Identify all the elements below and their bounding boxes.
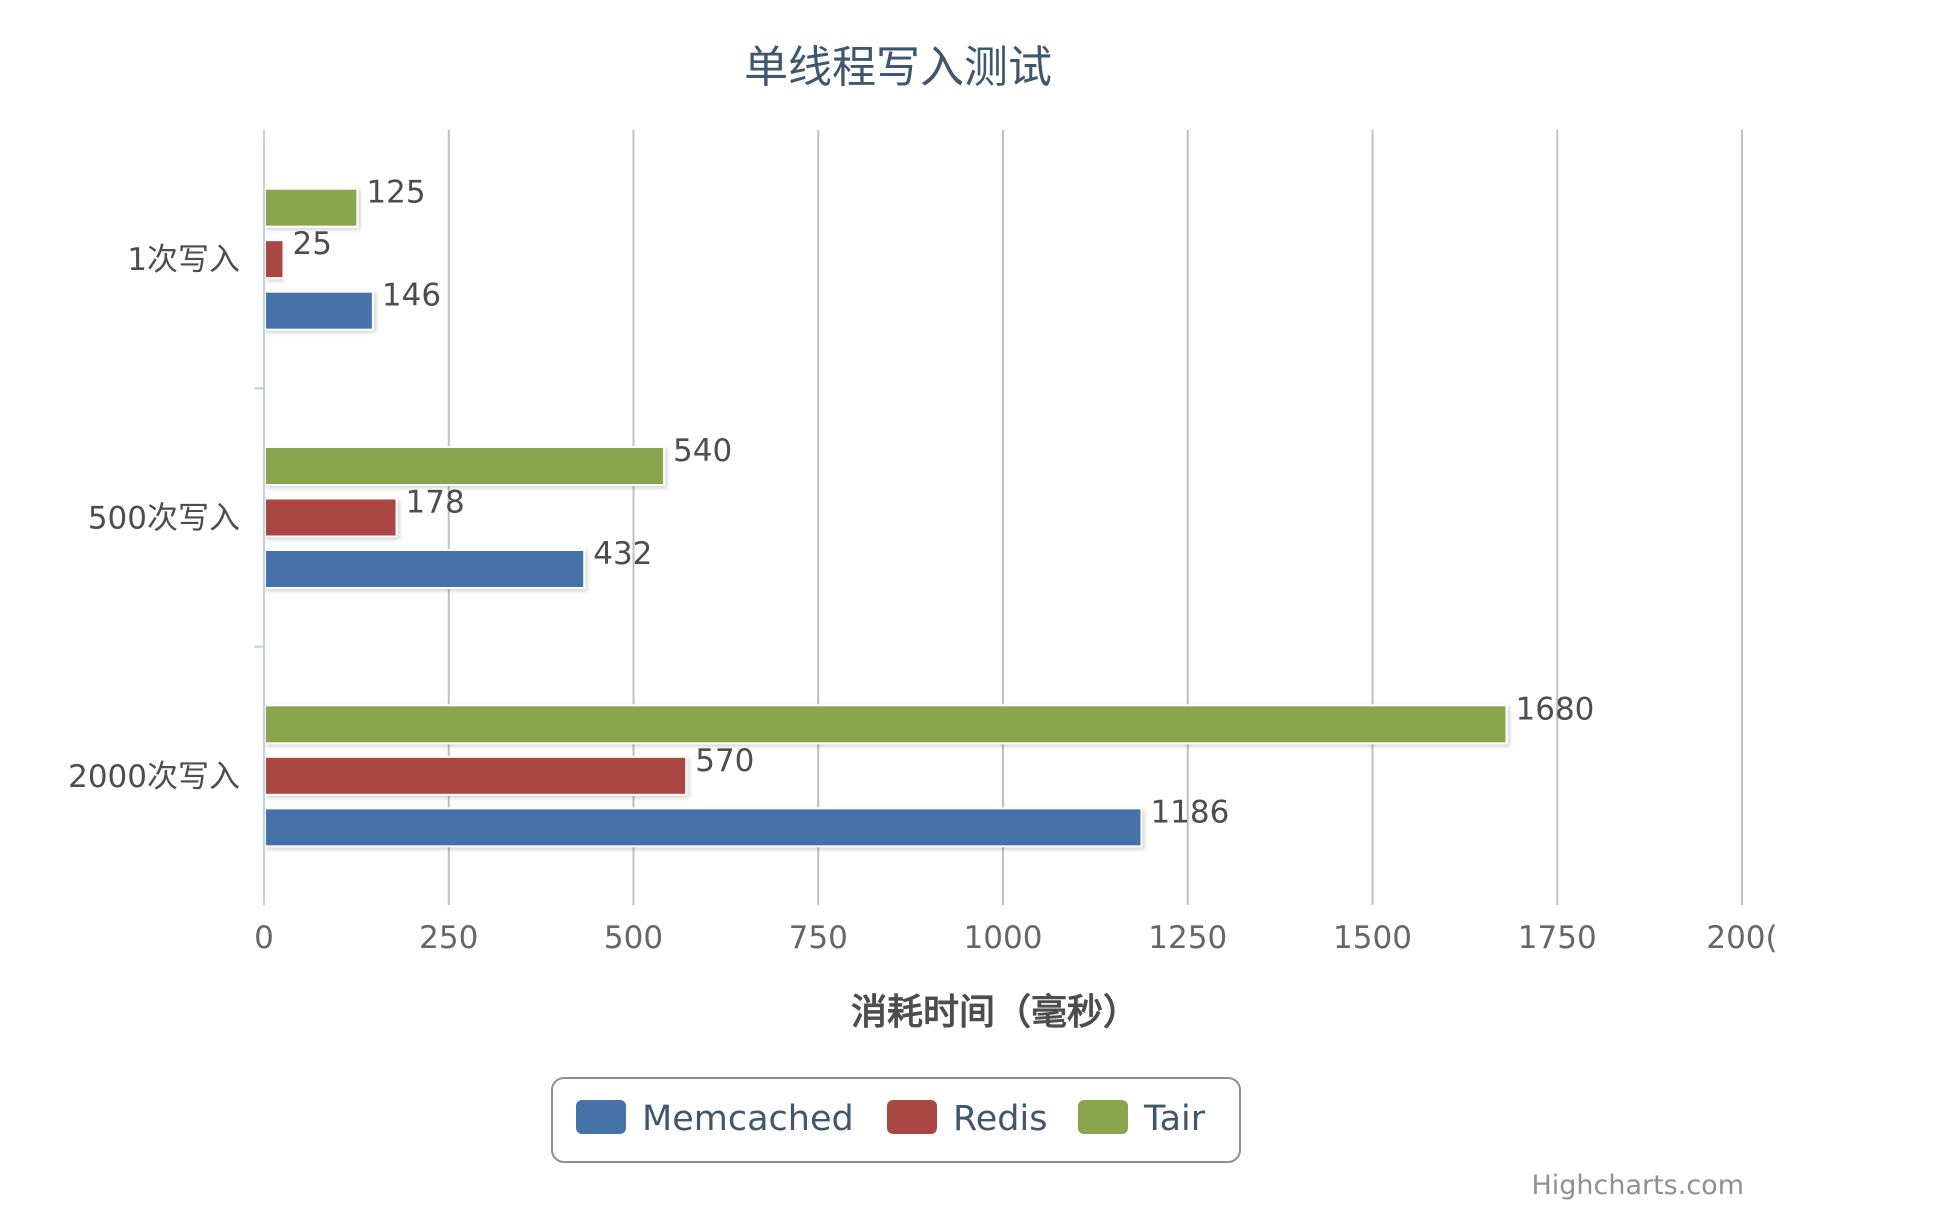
x-tick-label: 750	[789, 920, 848, 956]
x-axis-title: 消耗时间（毫秒）	[851, 992, 1139, 1033]
bar-memcached[interactable]	[264, 549, 586, 589]
legend-item-tair[interactable]: Tair	[1078, 1099, 1206, 1139]
x-tick-label: 1750	[1518, 920, 1597, 956]
data-label: 432	[593, 536, 652, 572]
data-label: 125	[366, 175, 425, 211]
legend-label: Tair	[1143, 1099, 1206, 1139]
category-label: 500次写入	[88, 501, 240, 537]
x-tick-label: 1500	[1333, 920, 1412, 956]
x-tick-label: 500	[604, 920, 663, 956]
grid	[447, 130, 1743, 905]
x-tick-label: 200(	[1706, 920, 1777, 956]
legend-item-memcached[interactable]: Memcached	[576, 1099, 854, 1139]
x-tick-label: 1250	[1148, 920, 1227, 956]
bar-tair[interactable]	[264, 187, 359, 228]
data-label: 1680	[1516, 691, 1595, 727]
x-tick-label: 0	[254, 920, 274, 956]
legend-swatch	[887, 1100, 937, 1134]
category-label: 2000次写入	[68, 759, 240, 795]
legend-label: Memcached	[642, 1099, 854, 1139]
bar-memcached[interactable]	[264, 290, 374, 331]
category-label: 1次写入	[127, 242, 240, 278]
bar-redis[interactable]	[264, 497, 398, 538]
data-label: 1186	[1150, 794, 1229, 830]
legend-swatch	[1078, 1100, 1128, 1134]
axes: 0 250 500 750 1000 1250 1500 1750 200( 1次写入 500次写入…	[68, 130, 1778, 956]
x-tick-label: 1000	[964, 920, 1043, 956]
chart-title: 单线程写入测试	[744, 42, 1052, 93]
legend: Memcached Redis Tair	[551, 1077, 1241, 1163]
legend-item-redis[interactable]: Redis	[887, 1099, 1047, 1139]
data-label: 540	[673, 433, 732, 469]
bar-redis[interactable]	[264, 755, 688, 796]
bar-redis[interactable]	[264, 239, 285, 280]
bar-memcached[interactable]	[264, 807, 1143, 848]
credits[interactable]: Highcharts.com	[1531, 1170, 1744, 1201]
legend-label: Redis	[953, 1099, 1047, 1139]
data-label: 570	[695, 743, 754, 779]
bar-tair[interactable]	[264, 446, 666, 486]
x-tick-label: 250	[419, 920, 478, 956]
bar-tair[interactable]	[264, 704, 1508, 745]
legend-swatch	[576, 1100, 626, 1134]
data-label: 178	[406, 485, 465, 521]
data-label: 146	[382, 278, 441, 314]
data-labels: 125 25 146 540 178 432 1680 570 1186	[292, 175, 1594, 831]
data-label: 25	[292, 226, 331, 262]
